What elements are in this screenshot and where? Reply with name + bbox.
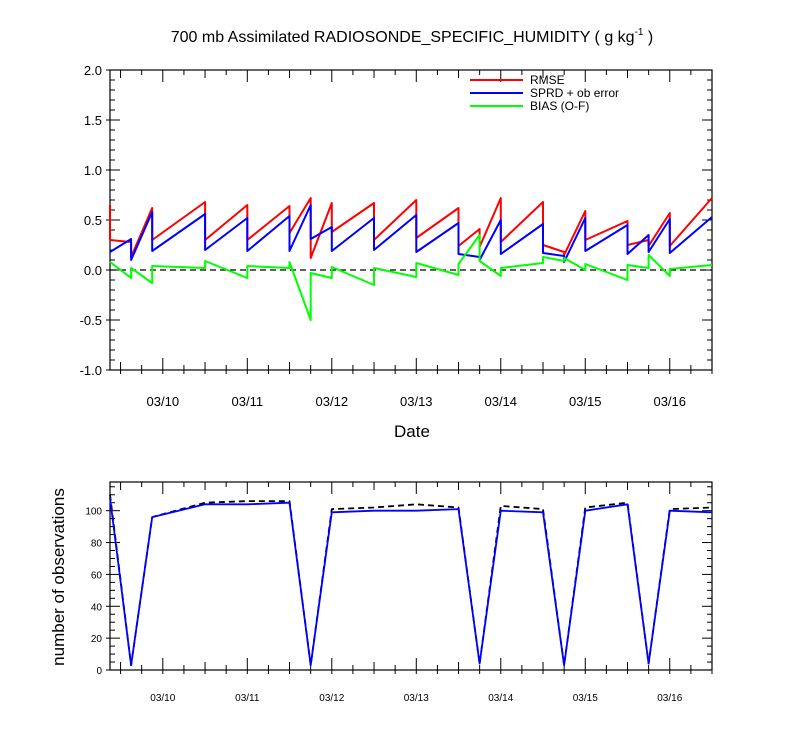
chart-title: 700 mb Assimilated RADIOSONDE_SPECIFIC_H… — [171, 27, 654, 46]
y-tick-label: 1.0 — [84, 163, 102, 178]
legend-label: BIAS (O-F) — [530, 99, 589, 113]
x-tick-label: 03/12 — [319, 693, 344, 704]
x-tick-label: 03/14 — [488, 693, 513, 704]
legend-label: RMSE — [530, 73, 565, 87]
y-tick-label: 80 — [91, 539, 103, 550]
y-tick-label: 60 — [91, 570, 103, 581]
series-line-sprd-ob-error — [109, 204, 713, 263]
x-tick-label: 03/10 — [150, 693, 175, 704]
y-tick-label: 100 — [85, 507, 102, 518]
y-tick-label: 40 — [91, 602, 103, 613]
y-tick-label: 20 — [91, 634, 103, 645]
x-tick-label: 03/10 — [147, 394, 180, 409]
x-tick-label: 03/15 — [573, 693, 598, 704]
x-axis-label: Date — [394, 422, 430, 441]
x-tick-label: 03/14 — [484, 394, 517, 409]
y-tick-label: -1.0 — [80, 363, 102, 378]
series-line-assimilated — [109, 497, 713, 667]
bottom-panel: 03/10 03/11 03/12 03/13 03/14 03/15 03/16 0 20 40… — [85, 481, 713, 704]
x-tick-label: 03/16 — [657, 693, 682, 704]
y-tick-label: 1.5 — [84, 113, 102, 128]
x-tick-label: 03/11 — [232, 394, 264, 409]
x-tick-label: 03/16 — [653, 394, 686, 409]
y-tick-label: 0.5 — [84, 213, 102, 228]
plot-frame — [109, 481, 713, 671]
x-tick-label: 03/13 — [404, 693, 429, 704]
x-tick-label: 03/13 — [400, 394, 433, 409]
y-axis-label-observations: number of observations — [49, 488, 68, 666]
y-tick-label: -0.5 — [80, 313, 102, 328]
top-panel: 03/10 03/11 03/12 03/13 03/14 03/15 03/16 -1.0 -… — [80, 63, 713, 409]
y-tick-label: 0 — [96, 666, 102, 677]
y-tick-label: 2.0 — [84, 63, 102, 78]
y-tick-label: 0.0 — [84, 263, 102, 278]
series-line-bias-o-f — [109, 234, 713, 321]
x-tick-label: 03/15 — [569, 394, 602, 409]
series-line-possible — [109, 494, 713, 667]
x-tick-label: 03/12 — [316, 394, 349, 409]
legend-label: SPRD + ob error — [530, 86, 619, 100]
x-tick-label: 03/11 — [235, 693, 260, 704]
